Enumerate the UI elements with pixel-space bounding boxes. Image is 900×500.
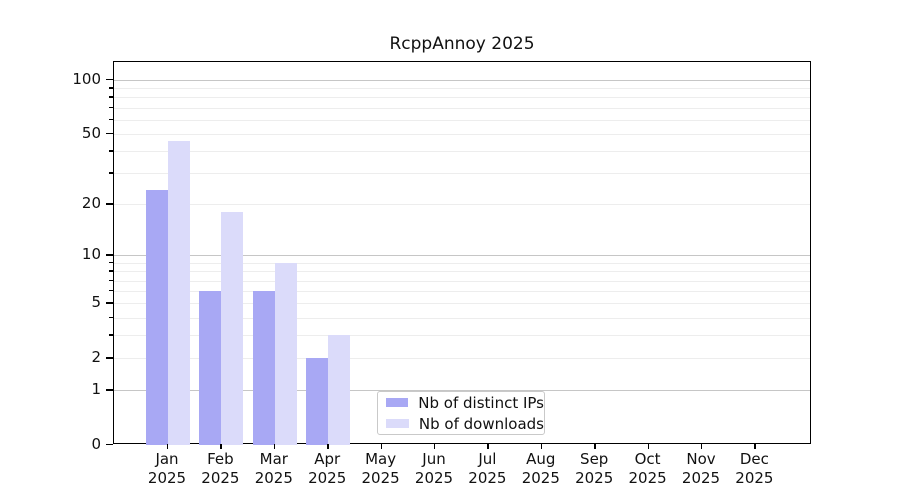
legend-item-downloads: Nb of downloads bbox=[386, 415, 544, 433]
y-gridline-minor bbox=[114, 317, 810, 319]
legend: Nb of distinct IPs Nb of downloads bbox=[377, 391, 545, 435]
y-axis-minor-tick bbox=[109, 172, 113, 174]
x-axis-tick bbox=[220, 444, 222, 449]
y-axis-tick bbox=[106, 79, 113, 81]
x-axis-tick bbox=[273, 444, 276, 449]
y-axis-label: 20 bbox=[81, 194, 101, 213]
x-axis-label-jan: Jan 2025 bbox=[147, 450, 187, 487]
y-axis-label: 10 bbox=[81, 245, 101, 264]
y-axis-minor-tick bbox=[109, 106, 113, 109]
legend-label-downloads: Nb of downloads bbox=[418, 414, 544, 433]
y-gridline-minor bbox=[114, 107, 810, 109]
x-axis-tick bbox=[594, 444, 596, 449]
y-axis-label: 0 bbox=[91, 435, 101, 453]
bar-distinct-ips-feb bbox=[199, 291, 222, 445]
y-gridline bbox=[114, 358, 810, 360]
legend-item-distinct-ips: Nb of distinct IPs bbox=[386, 394, 544, 412]
y-axis-minor-tick bbox=[109, 334, 113, 336]
x-axis-label-may: May 2025 bbox=[361, 450, 400, 487]
bar-downloads-feb bbox=[221, 212, 244, 445]
x-axis-label-apr: Apr 2025 bbox=[308, 450, 347, 487]
y-axis-minor-tick bbox=[109, 261, 113, 264]
y-axis-tick bbox=[106, 389, 113, 391]
x-axis-tick bbox=[380, 444, 382, 449]
y-axis-label: 2 bbox=[91, 348, 101, 367]
y-gridline-minor bbox=[114, 262, 810, 264]
bar-distinct-ips-mar bbox=[252, 291, 275, 445]
plot-area bbox=[113, 61, 811, 445]
x-axis-label-nov: Nov 2025 bbox=[681, 450, 721, 487]
y-axis-label: 5 bbox=[91, 293, 101, 312]
bar-downloads-apr bbox=[328, 335, 351, 445]
bar-distinct-ips-apr bbox=[306, 358, 329, 445]
bar-downloads-jan bbox=[168, 140, 190, 445]
y-gridline-minor bbox=[114, 151, 810, 153]
x-axis-label-dec: Dec 2025 bbox=[735, 450, 774, 487]
y-gridline bbox=[114, 390, 810, 392]
x-axis-label-mar: Mar 2025 bbox=[254, 450, 293, 487]
y-gridline bbox=[114, 303, 810, 305]
x-axis-tick bbox=[487, 444, 489, 449]
x-axis-label-feb: Feb 2025 bbox=[201, 450, 240, 487]
y-axis-label: 50 bbox=[81, 124, 101, 143]
y-axis-minor-tick bbox=[109, 150, 113, 152]
y-axis-label: 1 bbox=[91, 380, 101, 399]
y-gridline bbox=[114, 134, 810, 136]
y-axis-tick bbox=[106, 133, 113, 135]
y-axis-minor-tick bbox=[109, 279, 113, 281]
y-gridline-minor bbox=[114, 271, 810, 273]
y-axis-label: 100 bbox=[72, 70, 101, 88]
x-axis-tick bbox=[327, 444, 329, 449]
y-axis-minor-tick bbox=[109, 87, 113, 89]
x-axis-tick bbox=[167, 444, 169, 449]
legend-swatch-downloads bbox=[386, 419, 409, 428]
y-axis-tick bbox=[106, 444, 113, 446]
y-axis-minor-tick bbox=[109, 118, 113, 121]
y-axis-minor-tick bbox=[109, 290, 113, 292]
bar-downloads-mar bbox=[274, 262, 297, 445]
y-gridline-minor bbox=[114, 119, 810, 121]
y-gridline bbox=[114, 80, 810, 81]
legend-label-distinct-ips: Nb of distinct IPs bbox=[418, 393, 544, 412]
x-axis-tick bbox=[434, 444, 436, 449]
y-gridline-minor bbox=[114, 173, 810, 175]
y-gridline bbox=[114, 204, 810, 206]
bar-distinct-ips-jan bbox=[146, 190, 168, 445]
y-axis-tick bbox=[106, 203, 113, 205]
y-axis-minor-tick bbox=[109, 316, 113, 319]
x-axis-label-jul: Jul 2025 bbox=[468, 450, 507, 487]
x-axis-tick bbox=[701, 444, 703, 449]
chart-title: RcppAnnoy 2025 bbox=[389, 34, 535, 54]
legend-swatch-distinct-ips bbox=[386, 398, 409, 407]
y-gridline-minor bbox=[114, 280, 810, 282]
y-gridline-minor bbox=[114, 97, 810, 99]
y-gridline-minor bbox=[114, 335, 810, 337]
y-axis-tick bbox=[106, 302, 113, 304]
y-axis-tick bbox=[106, 357, 113, 359]
x-axis-tick bbox=[754, 444, 756, 449]
y-axis-minor-tick bbox=[109, 96, 113, 98]
x-axis-label-jun: Jun 2025 bbox=[414, 450, 454, 487]
y-gridline-minor bbox=[114, 88, 810, 90]
x-axis-tick bbox=[647, 444, 649, 449]
y-gridline bbox=[114, 255, 810, 257]
y-axis-tick bbox=[106, 254, 113, 256]
x-axis-label-sep: Sep 2025 bbox=[575, 450, 614, 487]
x-axis-label-aug: Aug 2025 bbox=[521, 450, 560, 487]
y-axis-minor-tick bbox=[109, 270, 113, 272]
x-axis-tick bbox=[540, 444, 543, 449]
y-gridline-minor bbox=[114, 291, 810, 293]
x-axis-label-oct: Oct 2025 bbox=[628, 450, 667, 487]
